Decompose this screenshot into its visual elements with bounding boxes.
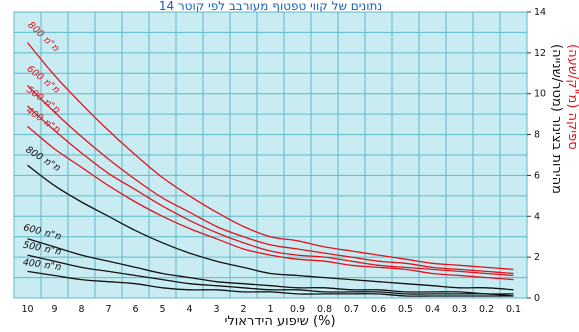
y-axis-label-secondary: ספיקה (מ"ק/שעה) [565,44,579,150]
x-tick-label: 5 [159,304,165,315]
series-label: 400 מ"מ [22,257,62,273]
x-tick-labels: 10 9 8 7 6 5 4 3 2 1 0.9 0.8 0.7 0.6 0.5 0.4 0.3 0.2 0.1 [21,304,521,315]
series-line [26,42,514,271]
y-axis-label-primary: מהירות בצינור (מטר/שנייה) [549,44,564,194]
y-tick-label: 8 [534,130,540,141]
x-tick-label: 4 [186,304,192,315]
x-tick-label: 1 [267,304,273,315]
x-tick-label: 0.3 [452,304,467,315]
y-tick-label: 2 [534,252,540,263]
x-tick-label: 0.7 [344,304,359,315]
x-tick-label: 10 [21,304,33,315]
x-tick-label: 2 [240,304,246,315]
x-tick-label: 0.2 [479,304,494,315]
x-tick-label: 0.9 [290,304,305,315]
x-tick-label: 9 [51,304,57,315]
y-tick-label: 4 [534,211,540,222]
series-curves [26,42,514,297]
series-line [27,105,514,277]
y-tick-labels: 0 2 4 6 8 10 12 14 [527,7,546,304]
x-tick-label: 6 [132,304,138,315]
x-tick-label: 0.8 [317,304,332,315]
x-axis-label: שיפוע הידראולי (%) [224,314,336,329]
x-tick-label: 0.5 [398,304,413,315]
x-tick-label: 8 [78,304,84,315]
series-line [27,270,514,297]
y-tick-label: 12 [534,48,546,59]
chart-title: נתונים של קווי טפטוף מעורבב לפי קוטר 14 [158,0,383,12]
series-line [27,164,514,291]
x-tick-label: 0.6 [371,304,386,315]
series-line [27,238,514,295]
x-tick-label: 3 [213,304,219,315]
y-tick-label: 0 [534,293,540,304]
y-tick-label: 10 [534,89,546,100]
x-tick-label: 7 [105,304,111,315]
y-tick-label: 6 [534,170,540,181]
series-line [27,85,514,275]
x-tick-label: 0.1 [506,304,521,315]
y-tick-label: 14 [534,7,546,18]
plot-frame [13,11,528,299]
x-tick-label: 0.4 [425,304,440,315]
series-line [27,254,514,297]
series-line [27,125,514,281]
